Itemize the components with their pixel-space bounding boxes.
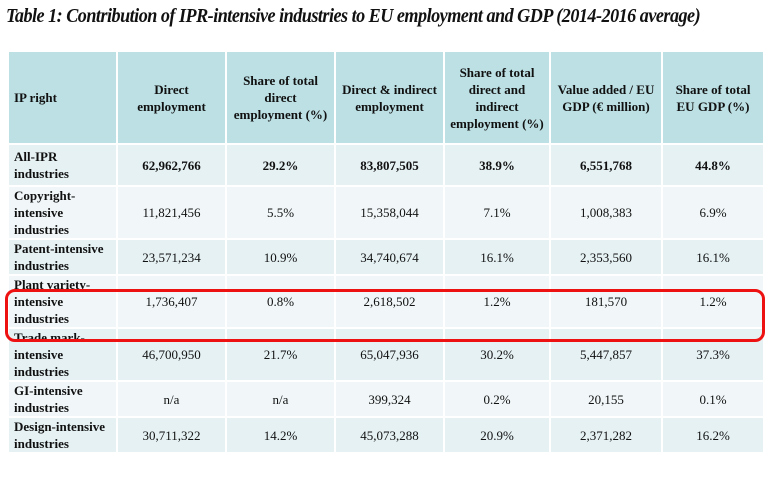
cell: 5.5%	[225, 185, 336, 240]
row-label: Copyright-intensive industries	[7, 185, 118, 240]
cell: 20,155	[549, 380, 663, 418]
cell: 0.2%	[443, 380, 551, 418]
cell: 45,073,288	[334, 416, 445, 454]
cell: 15,358,044	[334, 185, 445, 240]
row-label: GI-intensive industries	[7, 380, 118, 418]
table-row-highlighted: Plant variety-intensive industries 1,736…	[7, 274, 765, 329]
cell: 2,618,502	[334, 274, 445, 329]
cell: 44.8%	[661, 143, 765, 187]
cell: 6.9%	[661, 185, 765, 240]
cell: 1,008,383	[549, 185, 663, 240]
cell: 14.2%	[225, 416, 336, 454]
cell: 2,353,560	[549, 238, 663, 276]
cell: 6,551,768	[549, 143, 663, 187]
row-label: Plant variety-intensive industries	[7, 274, 118, 329]
cell: 399,324	[334, 380, 445, 418]
cell: 181,570	[549, 274, 663, 329]
header-direct-employment: Direct employment	[116, 50, 227, 145]
row-label: Patent-intensive industries	[7, 238, 118, 276]
cell: 2,371,282	[549, 416, 663, 454]
cell: 83,807,505	[334, 143, 445, 187]
cell: 20.9%	[443, 416, 551, 454]
cell: n/a	[225, 380, 336, 418]
cell: 1.2%	[661, 274, 765, 329]
row-label: Trade mark-intensive industries	[7, 327, 118, 382]
header-value-added: Value added / EU GDP (€ million)	[549, 50, 663, 145]
cell: 34,740,674	[334, 238, 445, 276]
table-title: Table 1: Contribution of IPR-intensive i…	[6, 6, 701, 27]
cell: 16.2%	[661, 416, 765, 454]
cell: 16.1%	[661, 238, 765, 276]
header-ip-right: IP right	[7, 50, 118, 145]
table-row: Design-intensive industries 30,711,322 1…	[7, 416, 765, 454]
cell: 23,571,234	[116, 238, 227, 276]
table-row: All-IPR industries 62,962,766 29.2% 83,8…	[7, 143, 765, 187]
cell: 0.1%	[661, 380, 765, 418]
cell: 62,962,766	[116, 143, 227, 187]
table-row: GI-intensive industries n/a n/a 399,324 …	[7, 380, 765, 418]
ipr-contribution-table: IP right Direct employment Share of tota…	[7, 50, 765, 454]
cell: n/a	[116, 380, 227, 418]
header-share-direct-employment: Share of total direct employment (%)	[225, 50, 336, 145]
header-share-gdp: Share of total EU GDP (%)	[661, 50, 765, 145]
cell: 29.2%	[225, 143, 336, 187]
cell: 1,736,407	[116, 274, 227, 329]
cell: 30.2%	[443, 327, 551, 382]
cell: 30,711,322	[116, 416, 227, 454]
table-row: Trade mark-intensive industries 46,700,9…	[7, 327, 765, 382]
cell: 46,700,950	[116, 327, 227, 382]
cell: 1.2%	[443, 274, 551, 329]
cell: 11,821,456	[116, 185, 227, 240]
table-row: Copyright-intensive industries 11,821,45…	[7, 185, 765, 240]
cell: 16.1%	[443, 238, 551, 276]
cell: 0.8%	[225, 274, 336, 329]
cell: 7.1%	[443, 185, 551, 240]
row-label: All-IPR industries	[7, 143, 118, 187]
table-header-row: IP right Direct employment Share of tota…	[7, 50, 765, 145]
cell: 5,447,857	[549, 327, 663, 382]
row-label: Design-intensive industries	[7, 416, 118, 454]
header-share-direct-indirect-employment: Share of total direct and indirect emplo…	[443, 50, 551, 145]
table-row: Patent-intensive industries 23,571,234 1…	[7, 238, 765, 276]
cell: 21.7%	[225, 327, 336, 382]
cell: 10.9%	[225, 238, 336, 276]
header-direct-indirect-employment: Direct & indirect employment	[334, 50, 445, 145]
cell: 38.9%	[443, 143, 551, 187]
cell: 37.3%	[661, 327, 765, 382]
cell: 65,047,936	[334, 327, 445, 382]
